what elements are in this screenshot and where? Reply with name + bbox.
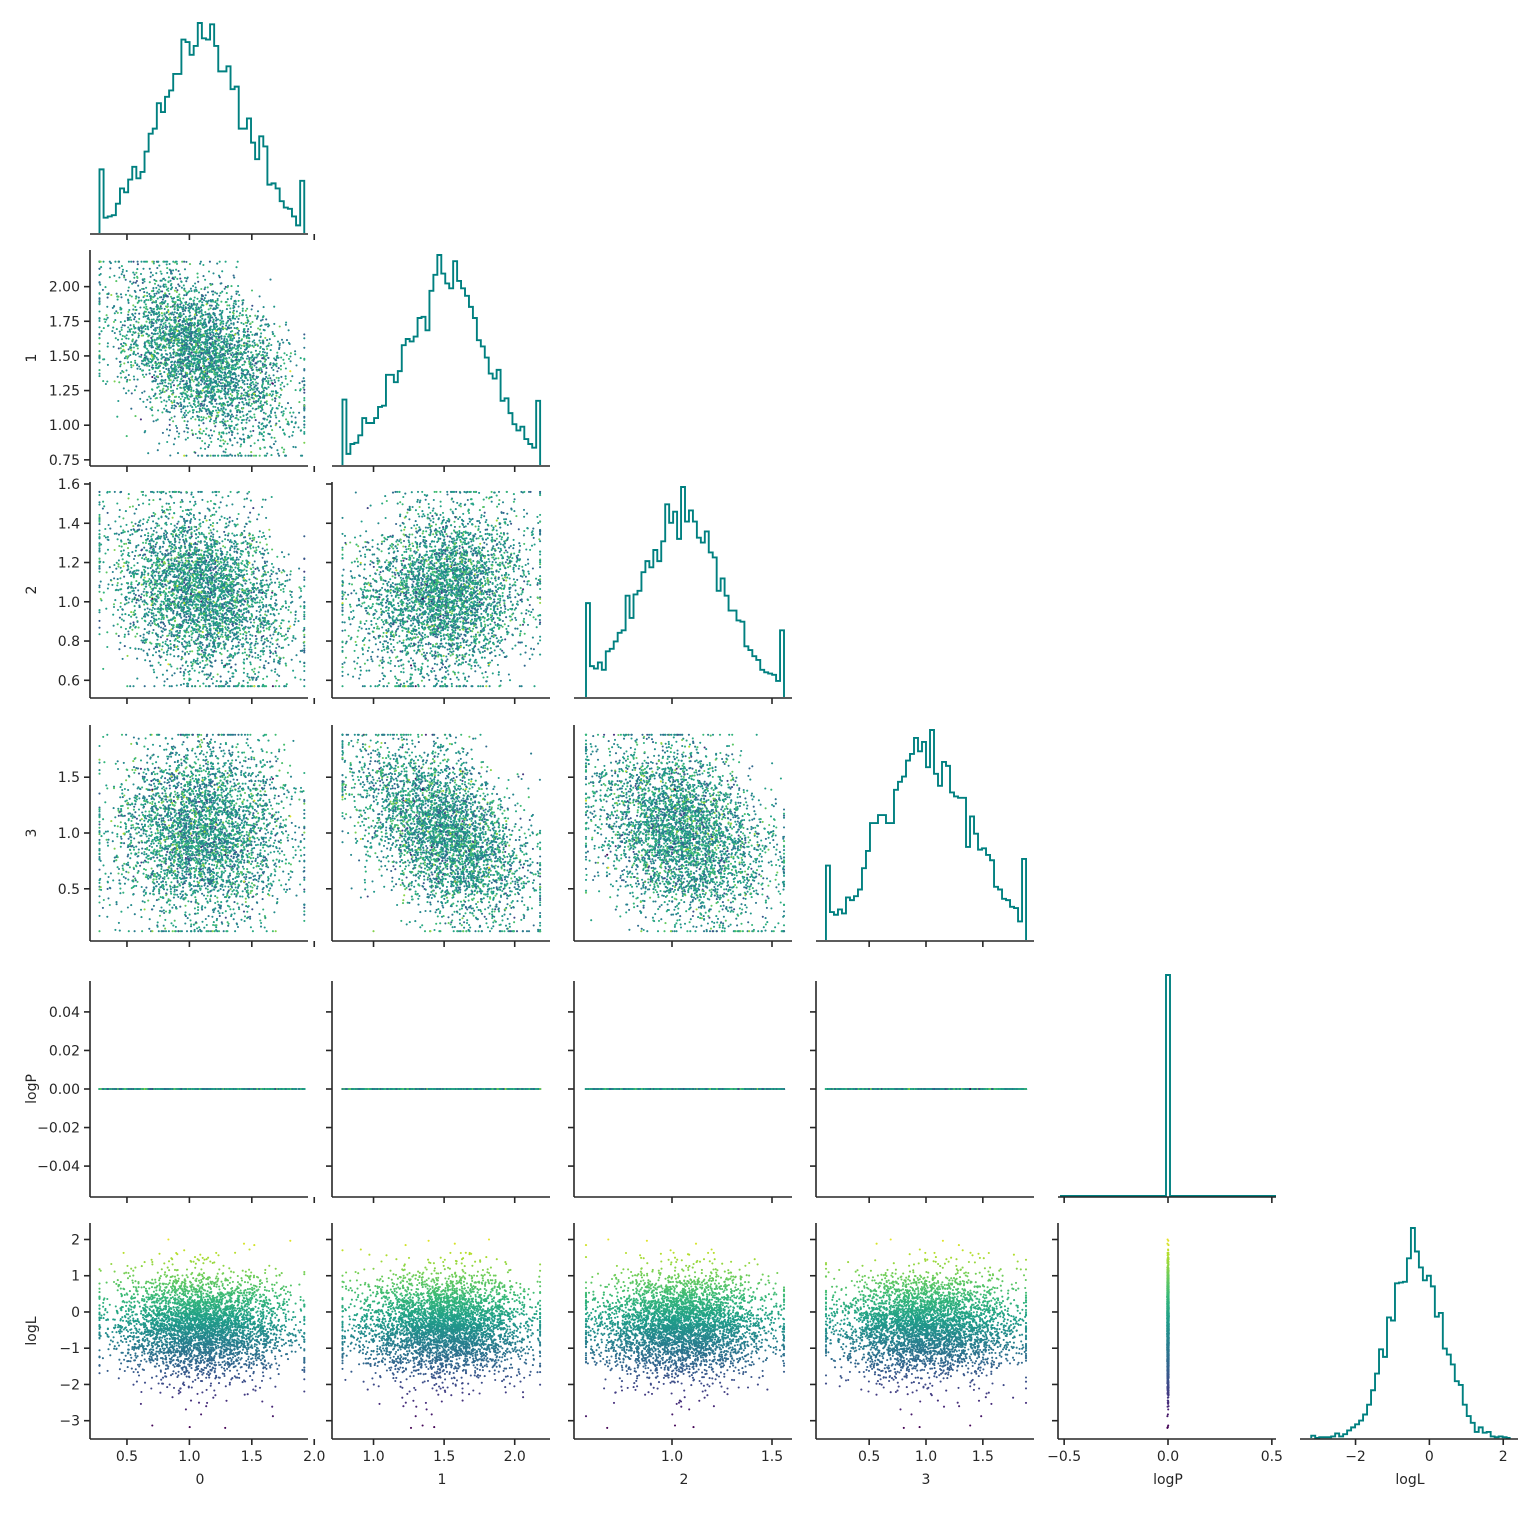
scatter-points — [1166, 1238, 1169, 1429]
x-tick-label: 1.5 — [761, 1449, 783, 1465]
y-tick-label: 1 — [71, 1269, 80, 1285]
cell-3-vs-2 — [568, 725, 792, 947]
y-tick-label: −0.04 — [37, 1159, 80, 1175]
cell-logL-vs-logP: −0.5 0.0 0.5 logP — [1047, 1223, 1283, 1488]
x-axis-label-1: 1 — [438, 1472, 447, 1488]
y-tick-label: 2 — [71, 1232, 80, 1248]
y-tick-label: 1.5 — [58, 770, 80, 786]
y-tick-label: 0.04 — [49, 1005, 80, 1021]
y-tick-label: 0.00 — [49, 1082, 80, 1098]
cell-3-vs-0: 0.5 1.0 1.5 3 — [24, 725, 314, 947]
cell-logL-vs-0: 0.5 1.0 1.5 2.0 0 −3 −2 −1 0 1 2 logL — [24, 1223, 325, 1488]
y-tick-label: 1.6 — [58, 477, 80, 493]
x-tick-label: 0.5 — [1261, 1449, 1283, 1465]
x-tick-label: 1.0 — [178, 1449, 200, 1465]
x-tick-label: 1.0 — [915, 1449, 937, 1465]
x-axis-label-2: 2 — [680, 1472, 689, 1488]
cell-3-vs-1 — [326, 725, 550, 947]
x-tick-label: 2.0 — [303, 1449, 325, 1465]
cell-logP-vs-logP — [1058, 975, 1276, 1203]
y-tick-label: −2 — [59, 1377, 80, 1393]
y-tick-label: 1.75 — [49, 314, 80, 330]
y-tick-label: −1 — [59, 1341, 80, 1357]
cell-2-vs-2 — [574, 487, 792, 704]
y-tick-label: 1.0 — [58, 595, 80, 611]
y-tick-label: 0 — [71, 1305, 80, 1321]
histogram-logL — [1311, 1228, 1510, 1438]
cell-1-vs-1 — [332, 255, 550, 472]
y-axis-label-2: 2 — [24, 586, 40, 595]
scatter-points — [98, 1088, 305, 1090]
x-tick-label: 1.5 — [972, 1449, 994, 1465]
cell-3-vs-3 — [816, 730, 1034, 947]
y-axis-label-logL: logL — [24, 1316, 40, 1345]
scatter-points — [585, 1238, 785, 1429]
scatter-points — [341, 1088, 541, 1090]
cell-0-vs-0 — [90, 23, 314, 240]
y-tick-label: 1.00 — [49, 418, 80, 434]
y-tick-label: 1.25 — [49, 384, 80, 400]
y-tick-label: 0.5 — [58, 882, 80, 898]
y-tick-label: −3 — [59, 1414, 80, 1430]
cell-logL-vs-1: 1.0 1.5 2.0 1 — [326, 1223, 550, 1488]
scatter-points — [98, 261, 305, 457]
y-tick-label: 1.50 — [49, 349, 80, 365]
y-axis-label-logP: logP — [24, 1074, 40, 1104]
scatter-points — [341, 491, 541, 687]
y-tick-label: 1.4 — [58, 516, 80, 532]
histogram-logP — [1060, 975, 1276, 1196]
x-tick-label: 0 — [1425, 1449, 1434, 1465]
x-tick-label: 1.5 — [241, 1449, 263, 1465]
y-tick-label: 0.8 — [58, 634, 80, 650]
histogram-3 — [826, 730, 1026, 940]
x-tick-label: 1.0 — [661, 1449, 683, 1465]
y-tick-label: 0.02 — [49, 1043, 80, 1059]
scatter-points — [341, 734, 541, 933]
x-tick-label: 0.0 — [1157, 1449, 1179, 1465]
histogram-1 — [342, 255, 540, 465]
scatter-points — [825, 1088, 1027, 1090]
y-axis-label-1: 1 — [24, 354, 40, 363]
y-tick-label: 0.75 — [49, 453, 80, 469]
x-axis-label-3: 3 — [922, 1472, 931, 1488]
x-tick-label: −2 — [1345, 1449, 1366, 1465]
cell-logP-vs-0: −0.04 −0.02 0.00 0.02 0.04 logP — [24, 981, 314, 1203]
x-tick-label: 1.0 — [362, 1449, 384, 1465]
x-tick-label: 2 — [1499, 1449, 1508, 1465]
cell-logL-vs-3: 0.5 1.0 1.5 3 — [810, 1223, 1034, 1488]
x-tick-label: 0.5 — [116, 1449, 138, 1465]
scatter-points — [341, 1238, 541, 1429]
x-tick-label: 1.5 — [433, 1449, 455, 1465]
scatter-points — [98, 491, 305, 687]
cell-logL-vs-2: 1.0 1.5 2 — [568, 1223, 792, 1488]
cell-logL-vs-logL: −2 0 2 logL — [1300, 1228, 1518, 1488]
scatter-points — [98, 734, 305, 933]
x-axis-label-logL: logL — [1395, 1472, 1424, 1488]
x-tick-label: 2.0 — [504, 1449, 526, 1465]
x-tick-label: −0.5 — [1047, 1449, 1081, 1465]
histogram-0 — [99, 23, 304, 233]
y-tick-label: 2.00 — [49, 280, 80, 296]
scatter-points — [98, 1238, 305, 1429]
y-tick-label: 0.6 — [58, 673, 80, 689]
x-tick-label: 0.5 — [858, 1449, 880, 1465]
x-axis-label-logP: logP — [1153, 1472, 1183, 1488]
x-axis-label-0: 0 — [196, 1472, 205, 1488]
cell-1-vs-0: 0.75 1.00 1.25 1.50 1.75 2.00 1 — [24, 250, 314, 472]
scatter-points — [825, 1238, 1027, 1429]
cell-logP-vs-3 — [810, 981, 1034, 1203]
cell-2-vs-1 — [326, 482, 550, 704]
y-axis-label-3: 3 — [24, 829, 40, 838]
histogram-2 — [586, 487, 784, 697]
cell-logP-vs-2 — [568, 981, 792, 1203]
y-tick-label: 1.0 — [58, 826, 80, 842]
y-tick-label: −0.02 — [37, 1121, 80, 1137]
y-tick-label: 1.2 — [58, 556, 80, 572]
cell-2-vs-0: 0.6 0.8 1.0 1.2 1.4 1.6 2 — [24, 477, 314, 704]
scatter-points — [585, 1088, 785, 1090]
scatter-points — [585, 734, 785, 933]
cell-logP-vs-1 — [326, 981, 550, 1203]
